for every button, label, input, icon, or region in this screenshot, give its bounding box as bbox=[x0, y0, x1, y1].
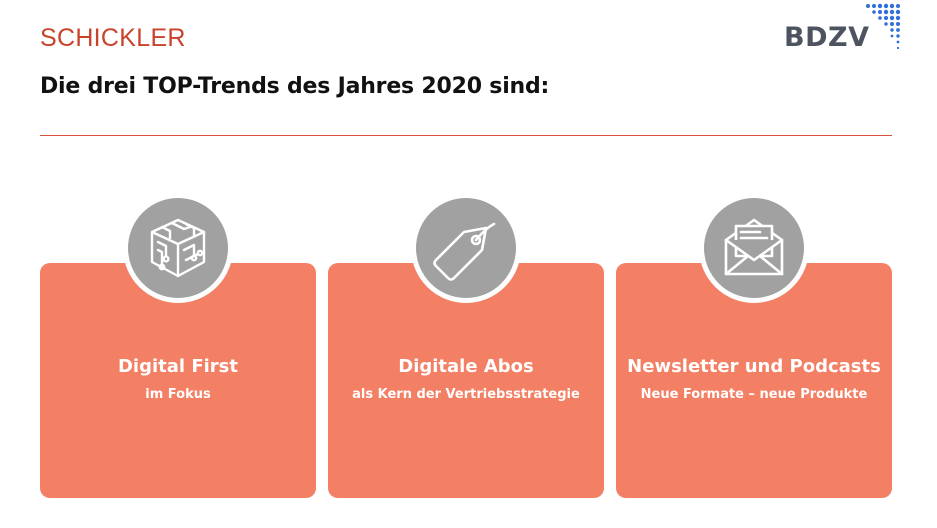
logo-text: BDZV bbox=[784, 22, 870, 53]
trend-card-subtitle: als Kern der Vertriebsstrategie bbox=[352, 387, 580, 402]
logo-dots-icon bbox=[866, 3, 901, 50]
brand-name: SCHICKLER bbox=[40, 24, 186, 52]
bdzv-logo: BDZV bbox=[784, 2, 904, 58]
trend-card-title: Digitale Abos bbox=[398, 356, 534, 377]
circuit-cube-icon bbox=[123, 193, 233, 303]
trend-card-subtitle: Neue Formate – neue Produkte bbox=[640, 387, 868, 402]
envelope-letter-icon bbox=[699, 193, 809, 303]
trend-card-title: Newsletter und Podcasts bbox=[627, 356, 881, 377]
price-tag-icon bbox=[411, 193, 521, 303]
page-title: Die drei TOP-Trends des Jahres 2020 sind… bbox=[40, 74, 550, 99]
trend-card-subtitle: im Fokus bbox=[145, 387, 211, 402]
title-divider bbox=[40, 135, 892, 136]
trend-card-title: Digital First bbox=[117, 356, 238, 377]
